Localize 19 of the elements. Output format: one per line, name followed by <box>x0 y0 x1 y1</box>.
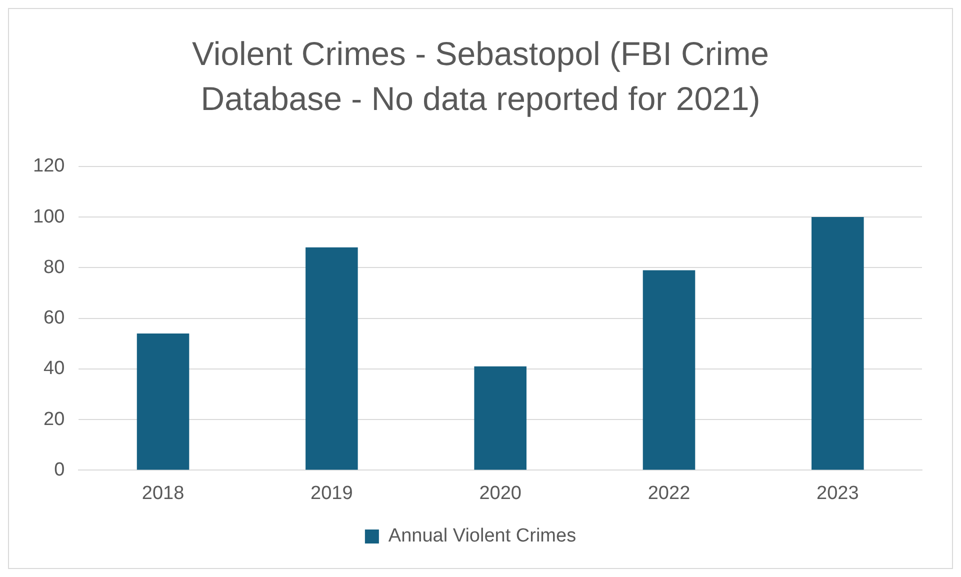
x-tick-label: 2020 <box>479 482 522 504</box>
y-tick-label: 120 <box>33 156 65 177</box>
y-tick-label: 100 <box>33 206 65 228</box>
bar <box>306 247 358 470</box>
y-tick-label: 0 <box>54 459 65 480</box>
chart-title: Violent Crimes - Sebastopol (FBI Crime Database - No data reported for 2021) <box>190 34 770 119</box>
x-tick-label: 2023 <box>816 482 859 504</box>
y-tick-label: 40 <box>44 358 65 380</box>
bar <box>642 270 696 470</box>
x-tick-label: 2022 <box>648 482 690 504</box>
y-tick-label: 60 <box>44 308 65 329</box>
x-tick-label: 2018 <box>142 482 184 504</box>
legend-label: Annual Violent Crimes <box>388 526 576 547</box>
x-tick-label: 2019 <box>310 482 353 504</box>
bar <box>474 366 526 470</box>
bar <box>136 333 190 470</box>
y-tick-label: 20 <box>44 408 65 430</box>
bar <box>812 217 864 470</box>
y-tick-label: 80 <box>44 256 65 278</box>
